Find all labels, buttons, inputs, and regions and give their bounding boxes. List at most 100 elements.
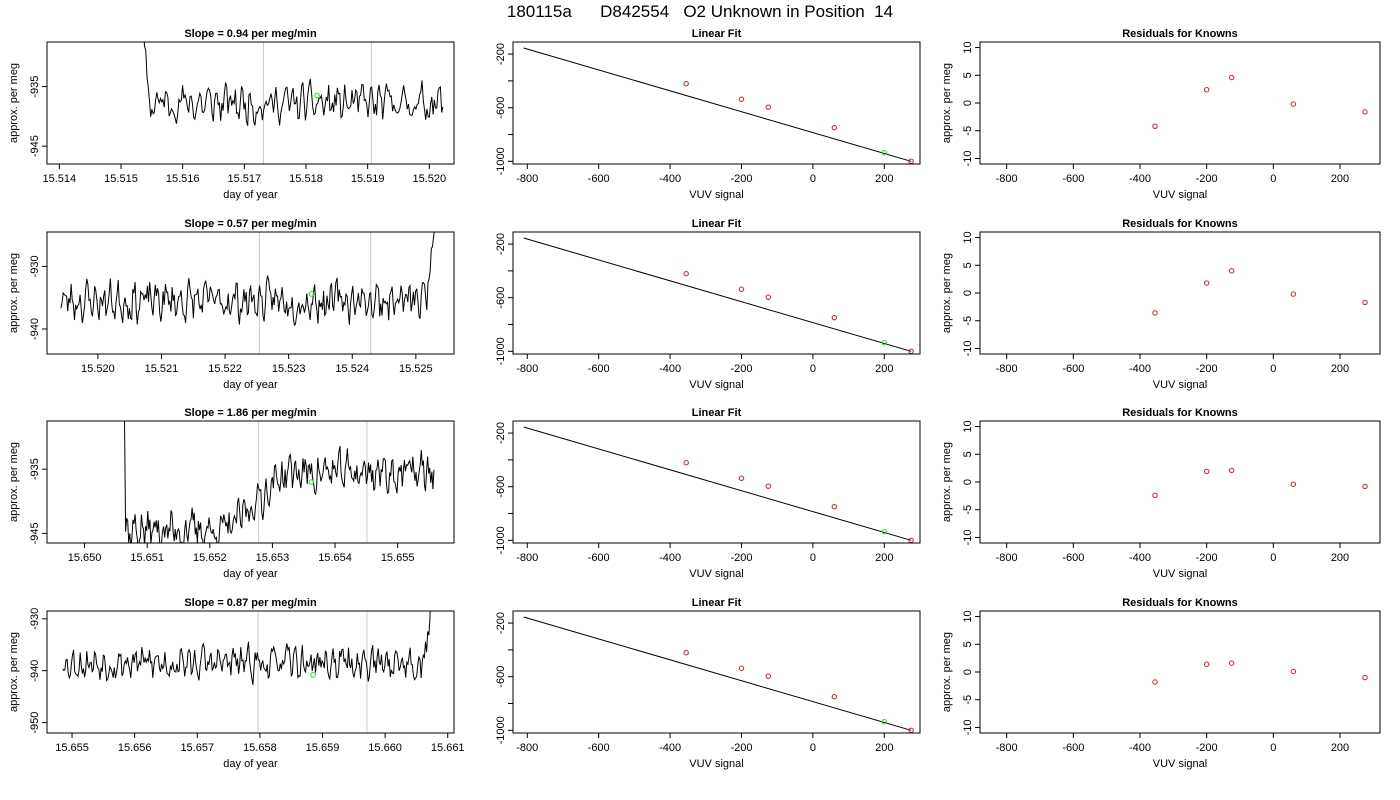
x-tick-label: 15.656	[118, 742, 152, 754]
unknown-point	[881, 340, 887, 346]
y-tick-label: 0	[962, 100, 974, 106]
x-axis-label: VUV signal	[1153, 379, 1207, 391]
unknown-point	[314, 92, 320, 99]
plot-area	[1152, 467, 1368, 499]
known-point	[1228, 268, 1235, 274]
y-axis-label: approx. per meg	[941, 63, 953, 143]
panel-0-0: Slope = 0.94 per meg/min 15.514 15.515 15.5…	[8, 28, 455, 201]
known-point	[1290, 101, 1297, 107]
y-tick-label: -600	[495, 666, 507, 688]
plot-frame	[512, 610, 921, 734]
x-tick-label: -800	[996, 552, 1018, 564]
panel-title: Slope = 0.94 per meg/min	[184, 28, 317, 40]
x-axis-label: VUV signal	[1153, 568, 1207, 580]
x-tick-label: -600	[588, 363, 610, 375]
y-tick-label: -1000	[495, 147, 507, 175]
y-tick-label: -940	[29, 660, 41, 682]
x-axis-label: VUV signal	[689, 379, 743, 391]
unknown-point	[881, 150, 887, 156]
plot-area	[523, 616, 914, 733]
figure-title: 180115a D842554 O2 Unknown in Position 1…	[506, 2, 894, 21]
x-axis-label: day of year	[223, 568, 278, 580]
x-tick-label: 15.660	[368, 742, 402, 754]
y-tick-label: -600	[495, 287, 507, 309]
panel-title: Slope = 0.87 per meg/min	[184, 597, 317, 609]
x-axis-label: VUV signal	[689, 189, 743, 201]
x-tick-label: -600	[588, 742, 610, 754]
known-point	[1362, 483, 1368, 490]
x-tick-label: 15.659	[306, 742, 340, 754]
y-tick-label: -10	[962, 720, 974, 736]
known-point	[1228, 660, 1235, 666]
x-tick-label: 15.658	[243, 742, 277, 754]
plot-frame	[512, 41, 921, 165]
panel-title: Linear Fit	[692, 407, 742, 419]
known-point	[831, 693, 838, 700]
y-tick-label: -935	[29, 76, 41, 98]
plot-area	[62, 611, 431, 733]
y-tick-label: -930	[29, 608, 41, 630]
known-point	[1228, 467, 1235, 474]
y-tick-label: -940	[29, 318, 41, 340]
y-tick-label: -200	[495, 612, 507, 634]
panel-title: Residuals for Knowns	[1122, 218, 1238, 230]
panel-2-0: Slope = 1.86 per meg/min 15.650 15.651 15.6…	[8, 407, 455, 580]
fit-line	[523, 426, 912, 541]
plot-area	[143, 42, 444, 164]
panel-0-1: Linear Fit -800 -600 -400 -200 0 200 -1000 -600 -…	[495, 28, 921, 201]
known-point	[683, 459, 689, 466]
x-tick-label: 200	[875, 552, 893, 564]
x-tick-label: 0	[810, 363, 816, 375]
x-tick-label: -400	[1129, 173, 1151, 185]
panel-title: Slope = 1.86 per meg/min	[184, 407, 317, 419]
known-point	[683, 80, 689, 87]
signal-trace	[62, 611, 431, 685]
known-point	[765, 104, 771, 110]
unknown-point	[310, 672, 316, 678]
fit-line	[523, 237, 912, 352]
y-tick-label: 5	[962, 262, 974, 268]
x-tick-label: 200	[875, 363, 893, 375]
x-axis-label: day of year	[223, 758, 278, 770]
x-tick-label: -800	[516, 742, 538, 754]
x-tick-label: 0	[810, 742, 816, 754]
known-point	[1290, 668, 1297, 675]
plot-frame	[512, 231, 921, 355]
x-tick-label: 15.521	[145, 363, 179, 375]
unknown-point	[881, 719, 887, 725]
x-tick-label: -600	[588, 173, 610, 185]
plot-area	[523, 237, 914, 354]
x-tick-label: 15.514	[43, 173, 77, 185]
x-tick-label: 0	[810, 173, 816, 185]
y-tick-label: -930	[29, 255, 41, 277]
panel-title: Linear Fit	[692, 597, 742, 609]
known-point	[1362, 674, 1368, 681]
x-tick-label: -200	[730, 363, 752, 375]
known-point	[1152, 123, 1158, 129]
y-tick-label: 5	[962, 451, 974, 457]
known-point	[1152, 492, 1158, 499]
x-tick-label: -400	[659, 173, 681, 185]
x-tick-label: -400	[659, 552, 681, 564]
panel-2-1: Linear Fit -800 -600 -400 -200 0 200 -1000 -600 -…	[495, 407, 921, 580]
y-axis-label: approx. per meg	[8, 63, 20, 143]
plot-frame	[46, 41, 455, 165]
known-point	[683, 270, 689, 277]
y-tick-label: -600	[495, 476, 507, 498]
known-point	[1203, 280, 1210, 286]
known-point	[1203, 86, 1210, 93]
known-point	[831, 503, 838, 510]
x-tick-label: 15.515	[104, 173, 138, 185]
x-tick-label: 0	[1270, 363, 1276, 375]
panel-3-0: Slope = 0.87 per meg/min 15.655 15.656 15.6…	[8, 597, 465, 770]
panel-title: Residuals for Knowns	[1122, 407, 1238, 419]
y-axis-label: approx. per meg	[8, 632, 20, 712]
y-axis-label: approx. per meg	[941, 253, 953, 333]
x-tick-label: -600	[1062, 173, 1084, 185]
y-tick-label: -5	[962, 126, 974, 136]
x-tick-label: 15.657	[180, 742, 214, 754]
known-point	[831, 314, 838, 321]
plot-frame	[979, 231, 1381, 355]
plot-area	[523, 426, 914, 543]
x-tick-label: -200	[1196, 552, 1218, 564]
